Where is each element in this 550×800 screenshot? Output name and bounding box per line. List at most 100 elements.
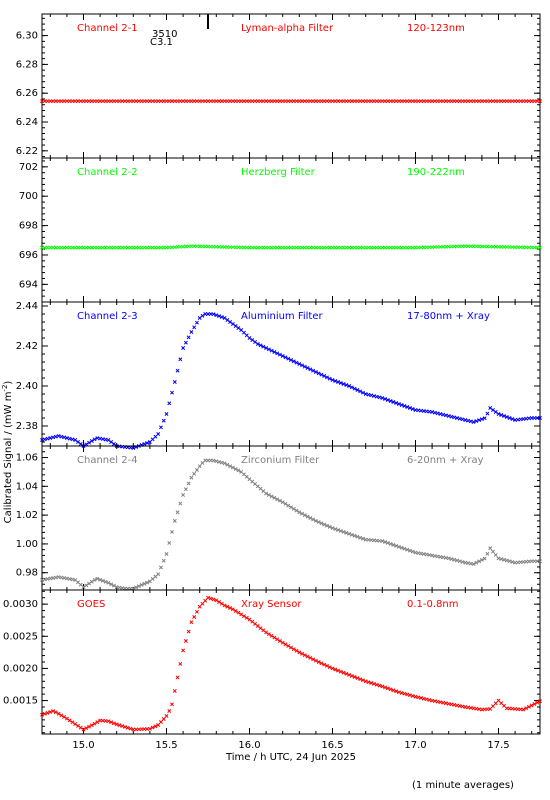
data-point — [266, 632, 271, 637]
data-point — [230, 465, 235, 470]
data-point — [358, 389, 363, 394]
data-point — [322, 374, 327, 378]
data-point — [399, 403, 404, 407]
panel-label: Aluminium Filter — [241, 311, 324, 322]
data-point — [297, 650, 302, 655]
data-point — [175, 368, 180, 373]
data-point — [230, 607, 235, 612]
data-point — [217, 314, 222, 319]
y-axis-label: Calibrated Signal / (mW m-2) — [1, 381, 14, 524]
data-point — [474, 560, 479, 565]
data-point — [170, 390, 174, 395]
data-point — [92, 577, 97, 582]
data-point — [430, 698, 435, 703]
y-tick-label: 0.98 — [16, 568, 38, 579]
data-point — [145, 580, 150, 585]
data-point — [203, 598, 208, 603]
data-point — [380, 396, 385, 400]
data-point — [53, 575, 58, 580]
data-point — [106, 438, 111, 442]
data-point — [347, 672, 352, 677]
data-point — [336, 380, 340, 384]
data-point — [449, 557, 454, 561]
data-point — [87, 581, 91, 586]
x-axis-label: Time / h UTC, 24 Jun 2025 — [225, 752, 356, 763]
data-point — [460, 559, 465, 564]
data-point — [56, 575, 61, 579]
data-point — [499, 557, 504, 561]
data-point — [319, 661, 324, 666]
data-point — [76, 723, 80, 728]
data-point — [435, 554, 440, 559]
data-point — [161, 717, 166, 721]
data-point — [269, 494, 274, 499]
data-point — [170, 702, 174, 707]
data-point — [374, 394, 379, 399]
data-point — [161, 418, 166, 423]
data-point — [344, 671, 349, 676]
data-point — [333, 527, 338, 531]
data-point — [482, 556, 487, 561]
data-point — [48, 576, 53, 581]
data-point — [150, 725, 155, 730]
data-point — [186, 629, 191, 634]
data-point — [272, 350, 277, 354]
data-point — [380, 539, 385, 543]
y-tick-label: 6.28 — [16, 59, 38, 70]
data-point — [502, 703, 506, 708]
data-point — [222, 461, 227, 466]
data-point — [327, 665, 332, 670]
data-point — [316, 520, 321, 525]
data-point — [330, 526, 335, 531]
data-point — [377, 683, 382, 688]
data-point — [302, 364, 307, 369]
data-point — [466, 418, 471, 423]
data-point — [64, 576, 69, 581]
data-point — [302, 513, 307, 518]
data-point — [388, 399, 393, 403]
data-point — [192, 471, 197, 476]
data-point — [294, 648, 299, 653]
data-point — [275, 351, 280, 356]
data-point — [280, 500, 285, 505]
data-point — [526, 704, 531, 709]
data-point — [167, 401, 172, 406]
data-point — [150, 437, 155, 442]
data-point — [178, 501, 183, 506]
data-point — [67, 718, 72, 723]
data-point — [344, 383, 349, 387]
data-point — [183, 639, 188, 643]
data-point — [507, 559, 512, 564]
data-point — [156, 723, 161, 727]
data-point — [297, 362, 302, 366]
data-point — [147, 440, 152, 444]
data-point — [349, 385, 354, 390]
data-point — [272, 495, 277, 500]
data-point — [261, 344, 266, 349]
data-point — [264, 630, 269, 635]
data-point — [391, 542, 396, 547]
data-point — [479, 417, 484, 422]
data-point — [396, 402, 401, 406]
data-point — [374, 682, 379, 687]
data-point — [264, 491, 269, 496]
data-point — [388, 541, 393, 546]
data-point — [413, 694, 418, 699]
data-point — [388, 687, 393, 692]
data-point — [59, 434, 64, 439]
data-point — [394, 689, 399, 694]
data-point — [421, 696, 426, 701]
panel-channel-2-2: 694 696 698 700 702 Channel 2-2 Herzberg Filte… — [19, 157, 542, 303]
data-point — [358, 535, 363, 540]
data-point — [496, 412, 501, 416]
data-point — [394, 543, 399, 548]
data-point — [394, 401, 399, 405]
data-point — [360, 390, 365, 395]
data-point — [95, 436, 100, 441]
data-point — [89, 723, 94, 728]
y-tick-label: 700 — [19, 191, 38, 202]
panel-label: Channel 2-1 — [77, 23, 138, 34]
data-point — [510, 559, 515, 564]
data-point — [230, 322, 235, 326]
data-series — [40, 244, 542, 250]
